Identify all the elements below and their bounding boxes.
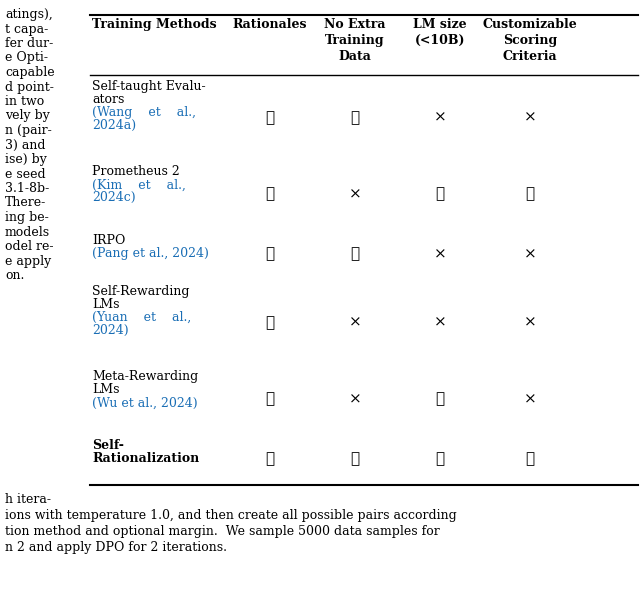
Text: (Wu et al., 2024): (Wu et al., 2024) <box>92 396 198 409</box>
Text: on.: on. <box>5 269 24 282</box>
Text: IRPO: IRPO <box>92 234 125 247</box>
Text: LMs: LMs <box>92 298 120 311</box>
Text: fer dur-: fer dur- <box>5 37 53 50</box>
Text: (Yuan    et    al.,: (Yuan et al., <box>92 311 191 324</box>
Text: ×: × <box>434 111 446 124</box>
Text: There-: There- <box>5 196 46 209</box>
Text: ✓: ✓ <box>351 453 360 466</box>
Text: Training Methods: Training Methods <box>92 18 216 31</box>
Text: ×: × <box>524 247 536 261</box>
Text: Self-: Self- <box>92 439 124 452</box>
Text: ×: × <box>524 111 536 124</box>
Text: ×: × <box>349 316 362 330</box>
Text: in two: in two <box>5 95 44 108</box>
Text: Customizable
Scoring
Criteria: Customizable Scoring Criteria <box>483 18 577 63</box>
Text: e apply: e apply <box>5 254 51 267</box>
Text: ×: × <box>349 392 362 407</box>
Text: ✓: ✓ <box>266 247 275 261</box>
Text: ✓: ✓ <box>266 111 275 124</box>
Text: 3) and: 3) and <box>5 139 45 152</box>
Text: atings),: atings), <box>5 8 52 21</box>
Text: No Extra
Training
Data: No Extra Training Data <box>324 18 386 63</box>
Text: ✓: ✓ <box>266 392 275 407</box>
Text: (Pang et al., 2024): (Pang et al., 2024) <box>92 247 209 260</box>
Text: 2024): 2024) <box>92 324 129 337</box>
Text: ×: × <box>524 392 536 407</box>
Text: Self-Rewarding: Self-Rewarding <box>92 285 189 298</box>
Text: ing be-: ing be- <box>5 211 49 224</box>
Text: t capa-: t capa- <box>5 22 48 35</box>
Text: e seed: e seed <box>5 168 45 181</box>
Text: Meta-Rewarding: Meta-Rewarding <box>92 371 198 384</box>
Text: (Kim    et    al.,: (Kim et al., <box>92 178 186 191</box>
Text: ×: × <box>434 247 446 261</box>
Text: (Wang    et    al.,: (Wang et al., <box>92 106 196 119</box>
Text: 2024c): 2024c) <box>92 191 136 204</box>
Text: LM size
(<10B): LM size (<10B) <box>413 18 467 47</box>
Text: Self-taught Evalu-: Self-taught Evalu- <box>92 80 205 93</box>
Text: 3.1-8b-: 3.1-8b- <box>5 182 49 195</box>
Text: ators: ators <box>92 93 124 106</box>
Text: ✓: ✓ <box>351 247 360 261</box>
Text: ✓: ✓ <box>266 188 275 202</box>
Text: ✓: ✓ <box>266 316 275 330</box>
Text: n 2 and apply DPO for 2 iterations.: n 2 and apply DPO for 2 iterations. <box>5 541 227 554</box>
Text: ×: × <box>524 316 536 330</box>
Text: odel re-: odel re- <box>5 240 54 253</box>
Text: Rationales: Rationales <box>233 18 307 31</box>
Text: ×: × <box>349 188 362 202</box>
Text: ✓: ✓ <box>435 392 445 407</box>
Text: Rationalization: Rationalization <box>92 452 199 465</box>
Text: Prometheus 2: Prometheus 2 <box>92 165 180 178</box>
Text: ✓: ✓ <box>266 453 275 466</box>
Text: tion method and optional margin.  We sample 5000 data samples for: tion method and optional margin. We samp… <box>5 525 440 538</box>
Text: h itera-: h itera- <box>5 493 51 506</box>
Text: capable: capable <box>5 66 54 79</box>
Text: ✓: ✓ <box>525 453 534 466</box>
Text: vely by: vely by <box>5 110 50 123</box>
Text: LMs: LMs <box>92 384 120 396</box>
Text: ✓: ✓ <box>525 188 534 202</box>
Text: e Opti-: e Opti- <box>5 51 48 64</box>
Text: n (pair-: n (pair- <box>5 124 52 137</box>
Text: ise) by: ise) by <box>5 153 47 166</box>
Text: ions with temperature 1.0, and then create all possible pairs according: ions with temperature 1.0, and then crea… <box>5 509 457 522</box>
Text: ✓: ✓ <box>351 111 360 124</box>
Text: 2024a): 2024a) <box>92 119 136 132</box>
Text: ✓: ✓ <box>435 453 445 466</box>
Text: d point-: d point- <box>5 80 54 93</box>
Text: models: models <box>5 225 50 238</box>
Text: ✓: ✓ <box>435 188 445 202</box>
Text: ×: × <box>434 316 446 330</box>
